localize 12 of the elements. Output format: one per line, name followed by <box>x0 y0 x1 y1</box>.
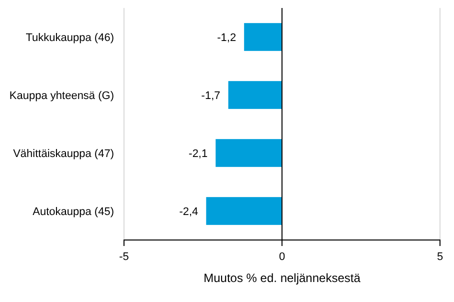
x-tick-label: -5 <box>119 250 129 263</box>
x-axis-title: Muutos % ed. neljänneksestä <box>204 271 361 285</box>
x-tick-label: 0 <box>278 250 286 263</box>
data-label: -2,4 <box>179 206 198 218</box>
y-tick-label: Kauppa yhteensä (G) <box>9 90 114 102</box>
data-label: -1,7 <box>201 90 220 102</box>
y-tick-label: Vähittäiskauppa (47) <box>13 148 114 160</box>
y-tick-label: Autokauppa (45) <box>32 206 114 218</box>
y-tick-label: Tukkukauppa (46) <box>26 32 114 44</box>
data-label: -2,1 <box>188 148 208 160</box>
x-tick-label: 5 <box>436 250 444 263</box>
data-label: -1,2 <box>217 32 236 44</box>
